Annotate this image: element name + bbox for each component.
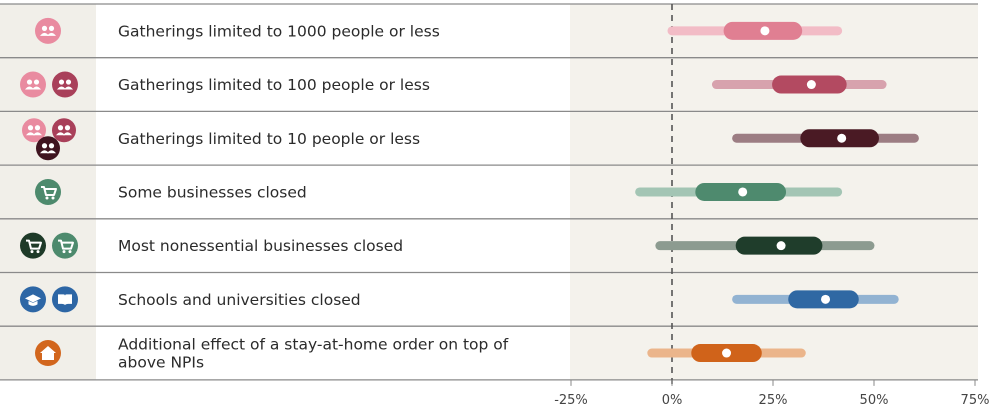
people-icon xyxy=(36,136,60,161)
icon-badge xyxy=(20,71,46,98)
people-icon xyxy=(52,118,76,143)
icon-cell-bg xyxy=(0,272,96,327)
row-labels: Gatherings limited to 1000 people or les… xyxy=(118,22,509,371)
point-estimate xyxy=(722,348,732,358)
interval-row xyxy=(635,182,843,201)
row-label-line: Most nonessential businesses closed xyxy=(118,237,403,255)
icon-badge xyxy=(35,178,61,205)
row-label-line: Gatherings limited to 10 people or less xyxy=(118,130,420,148)
row-label-line: Gatherings limited to 1000 people or les… xyxy=(118,22,440,40)
interval-row xyxy=(711,75,887,94)
point-estimate xyxy=(821,294,831,304)
row-label-line: Some businesses closed xyxy=(118,183,307,201)
cart-icon xyxy=(52,232,78,259)
graduation-cap-icon xyxy=(20,286,46,313)
point-estimate xyxy=(738,187,748,197)
x-tick-label: 75% xyxy=(961,393,990,408)
people-icon xyxy=(35,17,61,44)
point-estimate xyxy=(806,80,816,90)
people-icon xyxy=(22,118,46,143)
row-label: Gatherings limited to 1000 people or les… xyxy=(118,22,440,40)
interval-bars xyxy=(635,21,919,363)
x-tick-label: 50% xyxy=(860,393,889,408)
x-axis: -25% 0% 25% 50% 75% xyxy=(554,379,990,408)
icon-badge xyxy=(36,136,60,161)
x-tick-label: 0% xyxy=(662,393,683,408)
interval-row xyxy=(647,344,806,363)
row-label-line: Additional effect of a stay-at-home orde… xyxy=(118,336,509,354)
interval-row xyxy=(667,21,843,40)
icon-cell-bg xyxy=(0,218,96,273)
icon-badge xyxy=(35,17,61,44)
row-label: Some businesses closed xyxy=(118,183,307,201)
point-estimate xyxy=(760,26,770,36)
interval-row xyxy=(732,129,919,148)
house-icon xyxy=(35,340,61,367)
x-tick-label: -25% xyxy=(554,393,588,408)
icon-badge xyxy=(52,118,76,143)
icon-badge xyxy=(52,232,78,259)
icon-badge xyxy=(52,71,78,98)
icon-cell-bg xyxy=(0,57,96,112)
icon-badge xyxy=(22,118,46,143)
row-label: Most nonessential businesses closed xyxy=(118,237,403,255)
row-label-line: Schools and universities closed xyxy=(118,291,361,309)
interval-row xyxy=(655,236,875,255)
row-icons xyxy=(20,17,78,367)
people-icon xyxy=(20,71,46,98)
book-icon xyxy=(52,286,78,313)
row-label-line: Gatherings limited to 100 people or less xyxy=(118,76,430,94)
cart-icon xyxy=(20,232,46,259)
row-label: Gatherings limited to 100 people or less xyxy=(118,76,430,94)
point-estimate xyxy=(776,241,786,251)
icon-badge xyxy=(20,232,46,259)
row-label: Gatherings limited to 10 people or less xyxy=(118,130,420,148)
row-separators xyxy=(0,3,978,381)
row-label-line: above NPIs xyxy=(118,354,204,372)
people-icon xyxy=(52,71,78,98)
row-label: Schools and universities closed xyxy=(118,291,361,309)
point-estimate xyxy=(837,133,847,143)
x-tick-label: 25% xyxy=(759,393,788,408)
cart-icon xyxy=(35,178,61,205)
interval-row xyxy=(732,290,899,309)
row-label: Additional effect of a stay-at-home orde… xyxy=(118,336,509,372)
